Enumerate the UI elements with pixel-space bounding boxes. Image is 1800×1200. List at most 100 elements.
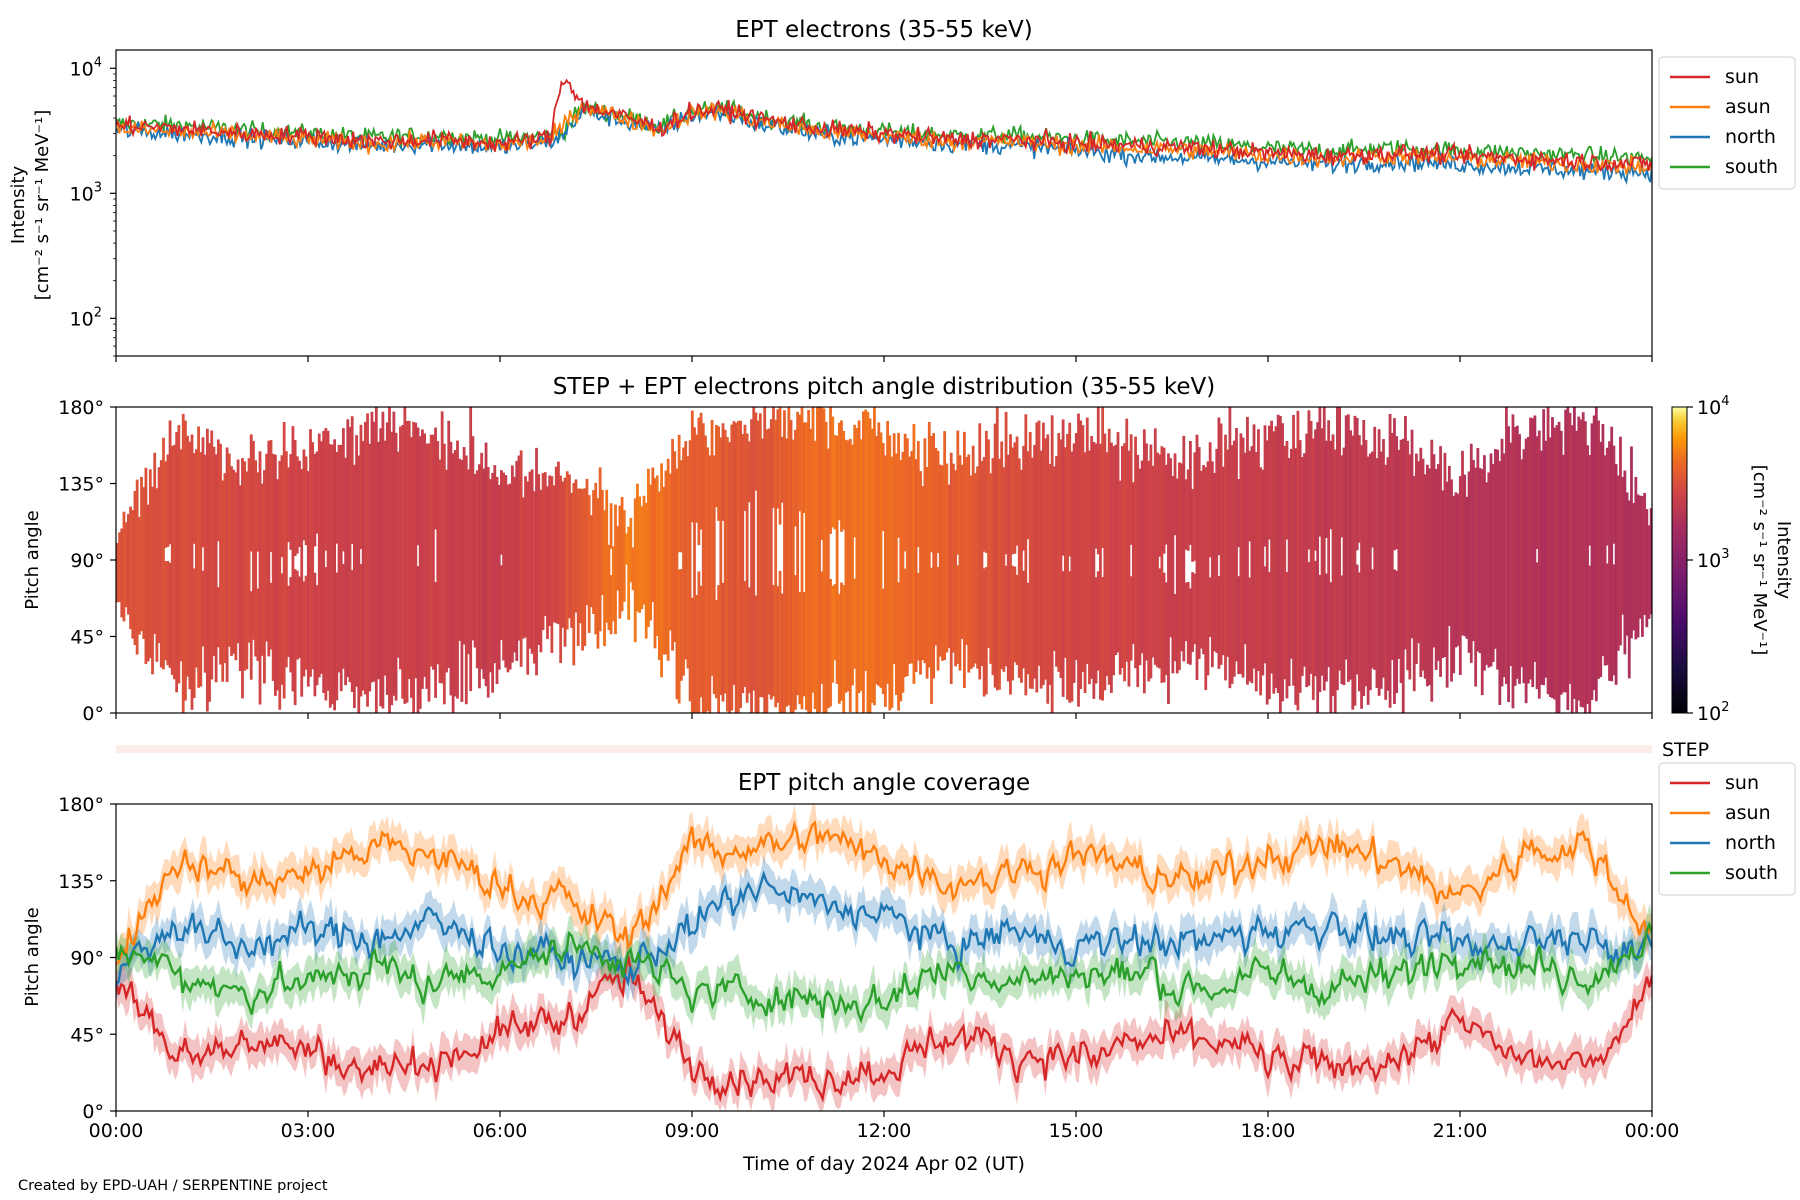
heat-cell xyxy=(1336,407,1339,691)
heat-cell xyxy=(1542,409,1546,686)
heat-cell xyxy=(162,437,165,670)
heat-cell xyxy=(1318,574,1322,693)
heat-cell xyxy=(831,416,835,528)
intensity-ylabel-1: Intensity xyxy=(8,165,29,244)
heat-cell xyxy=(721,582,725,702)
heat-cell xyxy=(739,420,742,708)
heat-cell xyxy=(1268,425,1271,540)
heat-cell xyxy=(805,422,808,711)
heat-cell xyxy=(131,510,135,639)
heat-cell xyxy=(1193,573,1197,645)
heat-cell xyxy=(1441,490,1445,659)
heat-cell xyxy=(1210,461,1214,668)
heat-cell xyxy=(1327,420,1331,668)
heat-cell xyxy=(372,421,376,682)
heat-cell xyxy=(489,479,492,673)
heat-cell xyxy=(427,443,431,702)
heat-cell xyxy=(800,407,804,710)
heat-cell xyxy=(1318,407,1322,537)
heat-cell xyxy=(519,450,523,667)
heat-cell xyxy=(1450,479,1453,682)
heat-cell xyxy=(649,484,653,621)
heat-cell xyxy=(1169,458,1173,638)
heat-cell xyxy=(820,407,824,541)
heat-cell xyxy=(324,567,328,701)
heat-cell xyxy=(945,463,949,653)
y-tick-label: 135° xyxy=(58,871,104,893)
heat-cell xyxy=(137,517,141,635)
heat-cell xyxy=(686,456,690,669)
heat-cell xyxy=(1485,482,1489,665)
heat-cell xyxy=(1307,562,1311,686)
heat-cell xyxy=(592,490,595,615)
heat-cell xyxy=(513,476,516,653)
heat-cell xyxy=(971,445,975,668)
heat-cell xyxy=(697,417,701,546)
heat-cell xyxy=(1371,451,1374,548)
x-tick-label: 21:00 xyxy=(1433,1120,1488,1142)
heat-cell xyxy=(1110,442,1113,693)
heat-cell xyxy=(1535,436,1539,550)
heat-cell xyxy=(1138,468,1142,666)
heat-cell xyxy=(1178,462,1181,671)
heat-cell xyxy=(153,452,157,634)
heat-cell xyxy=(1182,435,1186,662)
heat-cell xyxy=(840,582,843,701)
heat-cell xyxy=(241,458,244,699)
heat-cell xyxy=(188,441,192,690)
heat-cell xyxy=(344,457,347,686)
heat-cell xyxy=(265,453,269,642)
heat-cell xyxy=(741,434,745,694)
heat-cell xyxy=(818,407,821,713)
heat-cell xyxy=(956,565,960,664)
heat-cell xyxy=(1221,466,1225,656)
heat-cell xyxy=(179,449,183,662)
heat-cell xyxy=(706,447,710,712)
heat-cell xyxy=(636,483,639,612)
heat-cell xyxy=(1202,465,1205,655)
heat-cell xyxy=(690,597,694,713)
heat-cell xyxy=(916,441,920,548)
heat-cell xyxy=(1096,571,1100,671)
pad-yticks: 0° 45° 90° 135° 180° xyxy=(58,397,116,725)
heat-cell xyxy=(133,490,137,646)
heat-cell xyxy=(1467,471,1471,653)
heat-cell xyxy=(1292,414,1295,686)
heat-cell xyxy=(668,473,672,631)
heat-cell xyxy=(1605,447,1609,546)
heat-cell xyxy=(269,582,273,650)
heat-cell xyxy=(688,440,692,702)
heat-cell xyxy=(267,440,271,657)
heat-cell xyxy=(877,422,881,686)
heat-cell xyxy=(473,473,477,648)
heat-cell xyxy=(1061,419,1065,556)
series-line-sun xyxy=(116,78,1652,173)
heat-cell xyxy=(1226,449,1230,657)
heat-cell xyxy=(1066,433,1069,700)
heat-cell xyxy=(322,430,326,694)
heat-cell xyxy=(927,421,931,668)
heat-cell xyxy=(1388,413,1392,708)
heat-cell xyxy=(302,581,306,677)
heat-cell xyxy=(618,505,622,619)
heat-cell xyxy=(1443,452,1447,658)
heat-cell xyxy=(1353,415,1357,706)
heat-cell xyxy=(546,486,549,640)
heat-cell xyxy=(1116,432,1120,653)
y-tick-label: 45° xyxy=(70,627,104,649)
heat-cell xyxy=(750,419,753,713)
legend-label-asun: asun xyxy=(1725,96,1771,118)
heat-cell xyxy=(116,542,119,603)
heat-cell xyxy=(504,475,508,668)
heat-cell xyxy=(1283,445,1287,680)
heat-cell xyxy=(1401,438,1405,713)
coverage-yticks: 0° 45° 90° 135° 180° xyxy=(58,794,116,1123)
heat-cell xyxy=(1623,470,1627,655)
heat-cell xyxy=(785,438,789,707)
heat-cell xyxy=(287,585,290,657)
heat-cell xyxy=(1566,407,1570,711)
heat-cell xyxy=(794,429,797,527)
intensity-ylabel-2: [cm⁻² s⁻¹ sr⁻¹ MeV⁻¹] xyxy=(32,110,53,301)
coverage-panel: EPT pitch angle coverage 0° 45° 90° 135° 180… xyxy=(22,762,1796,1142)
footer-credit: Created by EPD-UAH / SERPENTINE project xyxy=(18,1178,328,1194)
